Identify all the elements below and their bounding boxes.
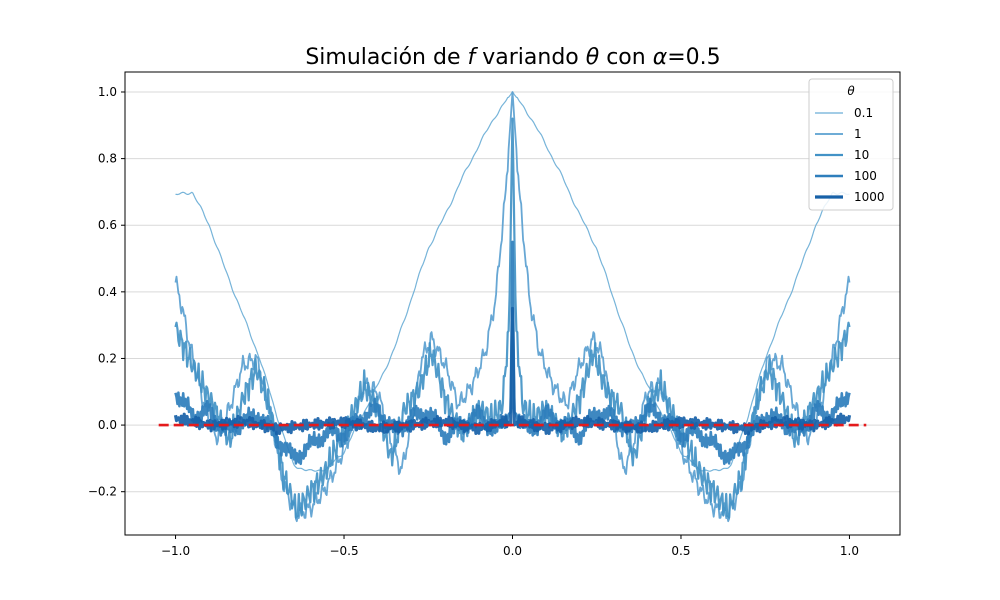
x-tick-label: 1.0 bbox=[840, 544, 859, 558]
series-line-10 bbox=[174, 117, 851, 519]
legend: θ 0.1 1 10 100 1000 bbox=[808, 78, 894, 211]
title-part: f bbox=[468, 45, 479, 70]
chart-title: Simulación de f variando θ con α=0.5 bbox=[305, 45, 720, 70]
legend-label: 100 bbox=[854, 169, 877, 183]
y-tick-label: 0.4 bbox=[98, 285, 117, 299]
y-axis: −0.2 0.0 0.2 0.4 0.6 0.8 1.0 bbox=[88, 85, 125, 499]
x-tick-label: −0.5 bbox=[329, 544, 358, 558]
y-tick-label: 0.8 bbox=[98, 152, 117, 166]
series-line-100 bbox=[174, 240, 851, 466]
legend-label: 1000 bbox=[854, 190, 885, 204]
y-tick-label: −0.2 bbox=[88, 485, 117, 499]
legend-title: θ bbox=[847, 84, 855, 98]
x-axis: −1.0 −0.5 0.0 0.5 1.0 bbox=[161, 535, 859, 558]
legend-label: 0.1 bbox=[854, 106, 873, 120]
title-part: Simulación de bbox=[305, 45, 467, 70]
x-tick-label: −1.0 bbox=[161, 544, 190, 558]
x-tick-label: 0.5 bbox=[671, 544, 690, 558]
x-tick-label: 0.0 bbox=[503, 544, 522, 558]
title-part: variando bbox=[475, 45, 586, 70]
series-lines bbox=[173, 91, 852, 523]
y-tick-label: 0.6 bbox=[98, 218, 117, 232]
y-tick-label: 0.2 bbox=[98, 351, 117, 365]
y-tick-label: 0.0 bbox=[98, 418, 117, 432]
title-part: con bbox=[599, 45, 653, 70]
title-part: =0.5 bbox=[667, 45, 720, 70]
title-part: α bbox=[653, 45, 668, 70]
y-tick-label: 1.0 bbox=[98, 85, 117, 99]
title-part: θ bbox=[586, 45, 600, 70]
legend-label: 1 bbox=[854, 127, 862, 141]
legend-label: 10 bbox=[854, 148, 869, 162]
series-line-1000 bbox=[173, 306, 852, 436]
